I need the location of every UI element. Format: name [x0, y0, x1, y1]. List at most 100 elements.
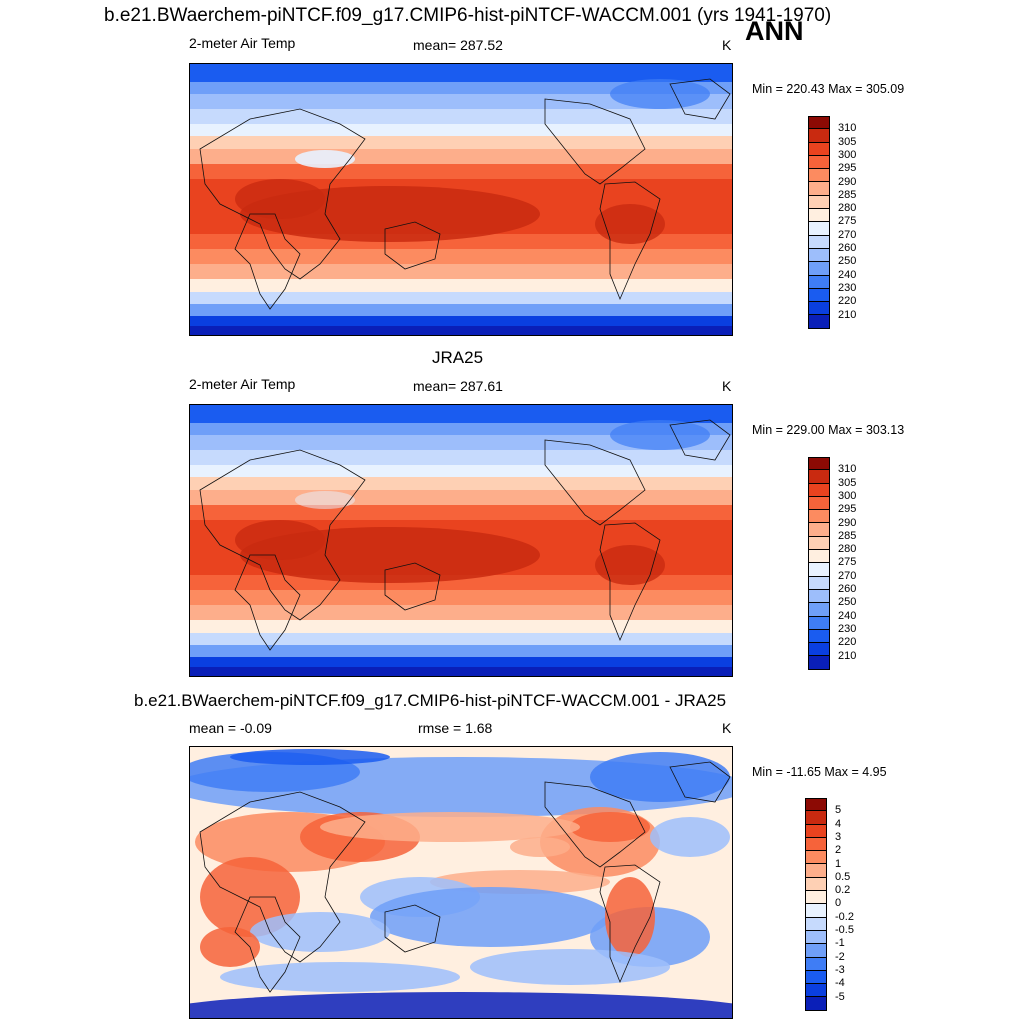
colorbar-cell: [808, 195, 830, 210]
panel1-map: [189, 63, 733, 336]
colorbar-tick-label: -1: [835, 937, 845, 950]
colorbar-cell: [808, 470, 830, 484]
colorbar-cell: [805, 957, 827, 971]
colorbar-tick-label: 240: [838, 609, 857, 622]
colorbar-frame: [808, 457, 830, 670]
colorbar-tick-label: 240: [838, 268, 857, 281]
colorbar-cell: [805, 944, 827, 958]
panel1-variable-label: 2-meter Air Temp: [189, 35, 296, 51]
colorbar-tick-label: 0: [835, 897, 842, 910]
panel1-units-label: K: [722, 37, 732, 53]
colorbar-cell: [808, 616, 830, 630]
season-label: ANN: [745, 16, 804, 46]
colorbar-tick-label: 285: [838, 529, 857, 542]
colorbar-cell: [808, 262, 830, 276]
colorbar-cell: [808, 523, 830, 537]
colorbar-tick-label: 210: [838, 649, 857, 662]
colorbar-tick-label: 305: [838, 135, 857, 148]
colorbar-cell: [808, 629, 830, 644]
panel2-mean-label: mean= 287.61: [413, 378, 503, 394]
colorbar-tick-label: -2: [835, 950, 845, 963]
colorbar-cell: [808, 550, 830, 564]
colorbar-cell: [808, 457, 830, 471]
colorbar-cell: [808, 483, 830, 497]
colorbar-tick-label: 310: [838, 122, 857, 135]
panel2-title: JRA25: [432, 348, 484, 367]
colorbar-tick-label: 230: [838, 281, 857, 294]
colorbar-tick-label: 295: [838, 162, 857, 175]
colorbar-cell: [805, 864, 827, 878]
colorbar-tick-label: 4: [835, 817, 842, 830]
colorbar-tick-label: 290: [838, 516, 857, 529]
panel2-colorbar: 310 305 300 295 290 285 280 275 270 260 250 240 230 2…: [808, 457, 856, 670]
colorbar-tick-label: 270: [838, 228, 857, 241]
colorbar-tick-label: -3: [835, 963, 845, 976]
colorbar-cell: [808, 589, 830, 604]
colorbar-frame: [808, 116, 830, 329]
colorbar-cell: [805, 798, 827, 812]
colorbar-cell: [808, 142, 830, 156]
colorbar-tick-label: 230: [838, 622, 857, 635]
colorbar-tick-label: 310: [838, 463, 857, 476]
panel3-rmse-label: rmse = 1.68: [418, 720, 493, 736]
colorbar-cell: [805, 904, 827, 918]
colorbar-cell: [805, 837, 827, 852]
colorbar-cell: [808, 182, 830, 196]
colorbar-cell: [805, 984, 827, 998]
panel3-map: [189, 746, 733, 1019]
panel1-mean-label: mean= 287.52: [413, 37, 503, 53]
colorbar-cell: [808, 603, 830, 617]
colorbar-tick-label: 280: [838, 202, 857, 215]
panel3-minmax: Min = -11.65 Max = 4.95: [752, 765, 887, 779]
panel1-colorbar: 310 305 300 295 290 285 280 275 270 260 250 240 230 2…: [808, 116, 856, 329]
colorbar-cell: [805, 811, 827, 825]
colorbar-tick-label: 250: [838, 255, 857, 268]
panel2-minmax: Min = 229.00 Max = 303.13: [752, 423, 905, 437]
colorbar-tick-label: 0.5: [835, 870, 851, 883]
colorbar-frame: [805, 798, 827, 1011]
colorbar-tick-label: 0.2: [835, 884, 851, 897]
colorbar-tick-label: 260: [838, 242, 857, 254]
colorbar-tick-label: 210: [838, 308, 857, 321]
colorbar-tick-label: 300: [838, 148, 857, 161]
colorbar-tick-label: 305: [838, 476, 857, 489]
colorbar-tick-label: 260: [838, 583, 857, 595]
colorbar-cell: [808, 563, 830, 577]
colorbar-tick-label: 275: [838, 556, 857, 569]
colorbar-cell: [808, 209, 830, 223]
colorbar-cell: [808, 116, 830, 130]
colorbar-cell: [805, 851, 827, 865]
panel2-units-label: K: [722, 378, 732, 394]
panel1-minmax: Min = 220.43 Max = 305.09: [752, 82, 905, 96]
colorbar-cell: [808, 275, 830, 289]
colorbar-cell: [808, 643, 830, 657]
colorbar-cell: [808, 248, 830, 263]
colorbar-cell: [808, 155, 830, 170]
colorbar-cell: [808, 288, 830, 303]
colorbar-tick-label: -0.5: [835, 924, 854, 936]
colorbar-tick-label: -0.2: [835, 910, 854, 923]
colorbar-cell: [808, 129, 830, 143]
colorbar-cell: [805, 917, 827, 931]
colorbar-cell: [805, 930, 827, 945]
colorbar-tick-label: 2: [835, 844, 842, 857]
figure-title: b.e21.BWaerchem-piNTCF.f09_g17.CMIP6-his…: [104, 5, 832, 26]
colorbar-cell: [808, 496, 830, 511]
panel3-colorbar: 5 4 3 2 1 0.5 0.2 0 -0.2 -0.5 -1 -2 -3 -4 -5: [805, 798, 854, 1011]
colorbar-tick-label: 295: [838, 503, 857, 516]
colorbar-tick-label: 300: [838, 489, 857, 502]
colorbar-tick-label: 3: [835, 830, 842, 843]
colorbar-cell: [808, 169, 830, 183]
colorbar-tick-label: -4: [835, 977, 845, 990]
colorbar-tick-label: -5: [835, 990, 845, 1003]
colorbar-tick-label: 280: [838, 543, 857, 556]
colorbar-cell: [805, 824, 827, 838]
colorbar-cell: [808, 510, 830, 524]
map-field: [190, 64, 732, 335]
panel3-title: b.e21.BWaerchem-piNTCF.f09_g17.CMIP6-his…: [134, 691, 727, 710]
colorbar-tick-label: 285: [838, 188, 857, 201]
colorbar-tick-label: 250: [838, 596, 857, 609]
panel2-map: [189, 404, 733, 677]
colorbar-cell: [805, 891, 827, 905]
colorbar-cell: [808, 222, 830, 236]
